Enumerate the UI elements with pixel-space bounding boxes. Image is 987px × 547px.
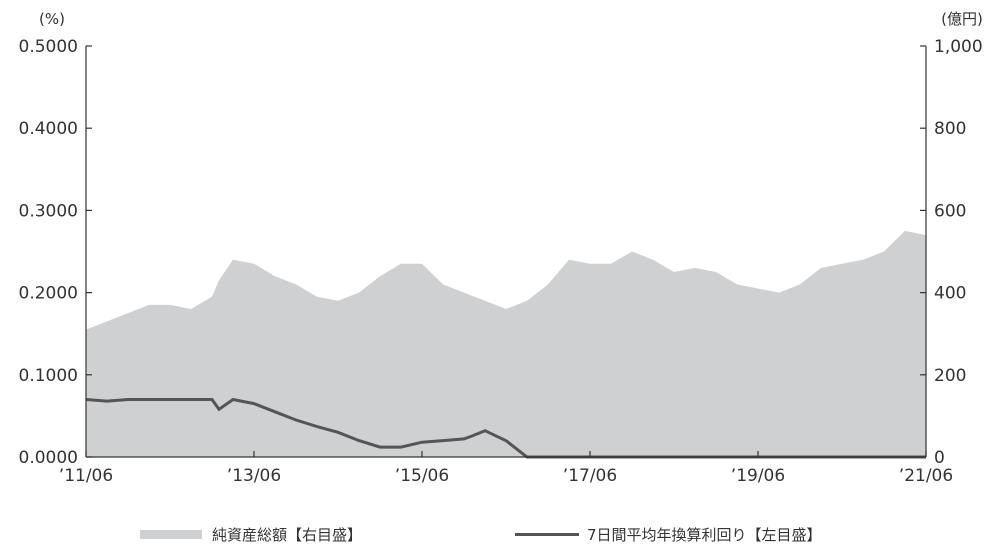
- net-assets-area: [86, 230, 926, 457]
- left-tick-label: 0.0000: [19, 448, 78, 468]
- right-axis-ticks: 0 200 400 600 800 1,000: [920, 37, 983, 468]
- legend-line-item: 7日間平均年換算利回り【左目盛】: [515, 524, 822, 545]
- legend-area-label: 純資産総額【右目盛】: [212, 526, 363, 544]
- x-tick-label: ’15/06: [395, 466, 449, 486]
- x-axis-ticks: ’11/06 ’13/06 ’15/06 ’17/06 ’19/06 ’21/06: [59, 451, 953, 486]
- left-tick-label: 0.5000: [19, 37, 78, 57]
- chart: (%) (億円) 0.00000.10000.20000.30000.40000…: [19, 10, 983, 486]
- right-tick-label: 800: [934, 119, 966, 139]
- x-tick-label: ’11/06: [59, 466, 113, 486]
- legend-line-swatch: [515, 533, 579, 536]
- x-tick-label: ’13/06: [227, 466, 281, 486]
- left-tick-label: 0.4000: [19, 119, 78, 139]
- left-axis-unit: (%): [39, 10, 65, 28]
- axes: [85, 46, 927, 458]
- left-tick-label: 0.1000: [19, 366, 78, 386]
- x-tick-label: ’17/06: [563, 466, 617, 486]
- right-tick-label: 0: [934, 448, 945, 468]
- right-tick-label: 200: [934, 366, 966, 386]
- right-tick-label: 600: [934, 201, 966, 221]
- legend-area-item: 純資産総額【右目盛】: [140, 524, 362, 545]
- legend-area-swatch: [140, 530, 202, 539]
- legend-line-label: 7日間平均年換算利回り【左目盛】: [587, 526, 822, 544]
- right-tick-label: 1,000: [934, 37, 983, 57]
- right-tick-label: 400: [934, 284, 966, 304]
- left-tick-label: 0.2000: [19, 284, 78, 304]
- left-axis-ticks: 0.0000 0.1000 0.2000 0.3000 0.4000 0.5000: [19, 37, 92, 468]
- left-tick-label: 0.3000: [19, 201, 78, 221]
- x-tick-label: ’19/06: [731, 466, 785, 486]
- x-tick-label: ’21/06: [899, 466, 953, 486]
- right-axis-unit: (億円): [941, 10, 983, 28]
